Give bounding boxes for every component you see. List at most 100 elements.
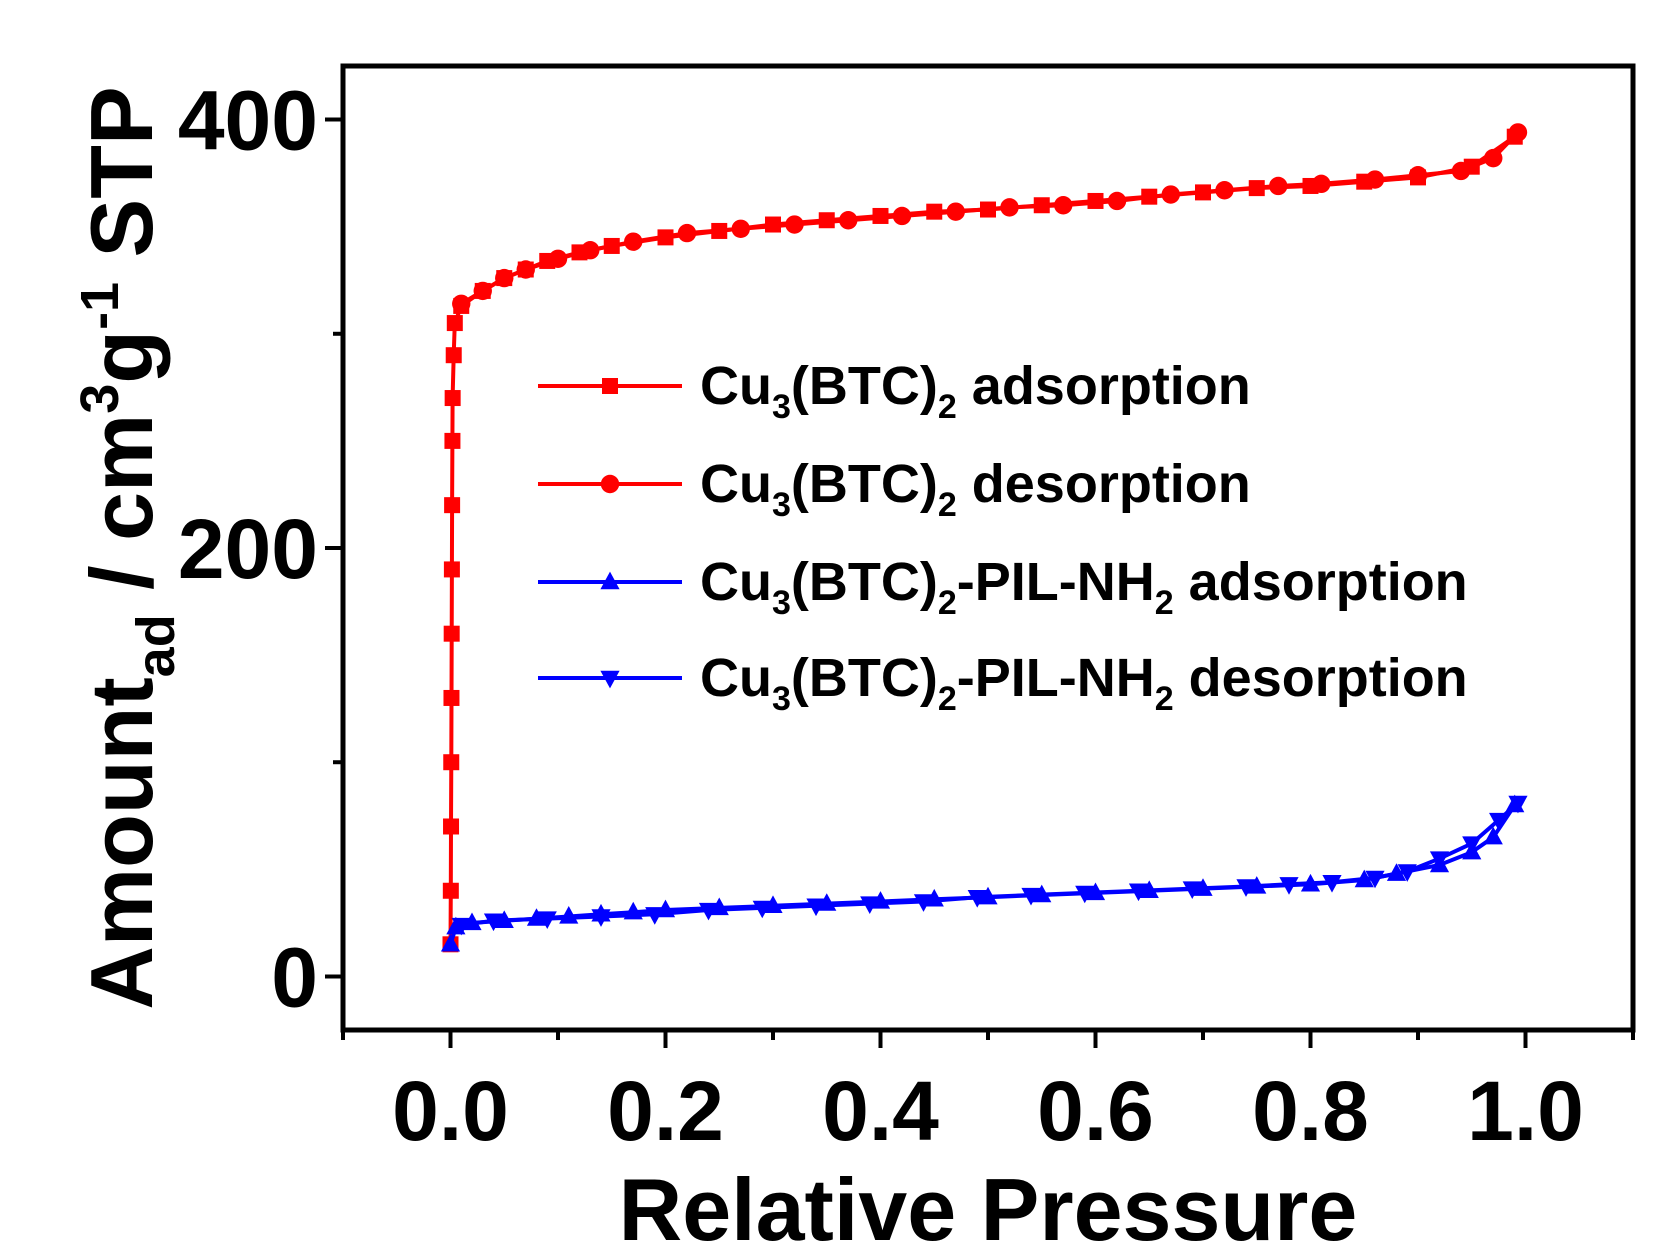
- legend-entry: Cu3(BTC)2 adsorption: [538, 356, 1251, 426]
- data-point: [443, 818, 460, 835]
- data-point: [1269, 176, 1288, 196]
- legend-label-part: 3: [772, 584, 791, 622]
- data-point: [1279, 877, 1299, 895]
- series-line: [461, 801, 1520, 927]
- data-point: [483, 913, 504, 932]
- legend-marker: [600, 571, 620, 590]
- data-point: [1322, 874, 1342, 893]
- data-point: [677, 223, 697, 243]
- legend-label-part: desorption: [1174, 648, 1468, 708]
- data-point: [1365, 170, 1385, 189]
- data-point: [591, 909, 611, 927]
- data-point: [1161, 185, 1180, 204]
- data-point: [1107, 191, 1127, 211]
- data-point: [1236, 879, 1256, 897]
- series-line: [460, 131, 1520, 306]
- data-point: [516, 260, 535, 279]
- y-axis-title-sup2: -1: [70, 282, 130, 330]
- data-point: [1182, 881, 1202, 900]
- data-point: [946, 202, 965, 221]
- data-point: [442, 882, 459, 899]
- legend-label-part: adsorption: [1174, 552, 1468, 612]
- data-point: [1508, 795, 1528, 814]
- legend-label-part: 2: [938, 388, 957, 426]
- data-point: [1128, 883, 1149, 902]
- data-point: [1462, 836, 1482, 855]
- data-point: [1000, 198, 1019, 217]
- y-axis-title-sup1: 3: [70, 384, 130, 414]
- legend-label: Cu3(BTC)2 adsorption: [700, 356, 1251, 426]
- x-tick-label: 1.0: [1467, 1064, 1584, 1158]
- data-point: [1429, 851, 1450, 870]
- legend-marker: [600, 670, 620, 689]
- data-point: [1215, 181, 1234, 200]
- y-axis-title-mid: g: [72, 330, 171, 384]
- legend-label-part: Cu: [700, 356, 772, 416]
- legend-label-part: 2: [1155, 680, 1174, 718]
- data-point: [446, 315, 463, 332]
- data-point: [892, 206, 912, 226]
- data-point: [548, 249, 568, 268]
- legend-label-part: (BTC): [791, 356, 938, 416]
- series-line: [448, 135, 1516, 945]
- data-point: [444, 390, 461, 407]
- data-point: [443, 625, 460, 642]
- series-2: [440, 794, 1525, 952]
- legend-label-part: -PIL-NH: [957, 648, 1155, 708]
- x-tick-label: 0.8: [1252, 1064, 1369, 1158]
- x-tick-label: 0.0: [392, 1064, 509, 1158]
- legend-entry: Cu3(BTC)2 desorption: [538, 454, 1251, 524]
- data-point: [444, 432, 461, 449]
- data-point: [1451, 161, 1471, 181]
- data-point: [443, 754, 460, 771]
- x-axis-title: Relative Pressure: [619, 1160, 1358, 1258]
- series-1: [452, 123, 1528, 313]
- data-point: [451, 917, 471, 936]
- data-point: [526, 908, 547, 926]
- data-point: [1489, 812, 1509, 831]
- legend-label: Cu3(BTC)2-PIL-NH2 adsorption: [700, 552, 1468, 622]
- data-point: [785, 215, 804, 234]
- data-point: [1021, 887, 1041, 906]
- legend-marker: [600, 474, 620, 494]
- x-tick-label: 0.6: [1037, 1064, 1154, 1158]
- data-point: [1312, 174, 1331, 194]
- legend-label-part: 2: [938, 680, 957, 718]
- y-axis-title-tail: STP: [72, 86, 171, 282]
- data-point: [1075, 885, 1095, 904]
- data-point: [443, 561, 460, 578]
- y-axis-title-main: Amount: [72, 677, 171, 1009]
- data-point: [967, 889, 987, 908]
- y-axis-title-sub: ad: [126, 614, 186, 677]
- y-tick-label: 0: [271, 930, 318, 1024]
- legend-label-part: 2: [938, 584, 957, 622]
- y-axis-ticks: 0 200 400: [178, 74, 343, 1024]
- data-point: [495, 268, 514, 288]
- data-point: [581, 241, 600, 260]
- data-point: [1397, 864, 1417, 882]
- data-point: [1483, 826, 1503, 845]
- legend-label-part: Cu: [700, 454, 772, 514]
- series-line: [448, 803, 1517, 945]
- x-tick-label: 0.2: [607, 1064, 724, 1158]
- data-point: [473, 281, 492, 301]
- legend-label-part: desorption: [957, 454, 1251, 514]
- data-point: [537, 911, 557, 930]
- data-point: [624, 232, 643, 251]
- legend-label-part: (BTC): [791, 454, 938, 514]
- series-layer: [440, 123, 1528, 953]
- x-axis-ticks: 0.0 0.2 0.4 0.6 0.8 1.0: [341, 1030, 1635, 1158]
- data-point: [452, 294, 471, 313]
- legend-entry: Cu3(BTC)2-PIL-NH2 adsorption: [538, 552, 1468, 622]
- legend-marker: [602, 378, 618, 394]
- data-point: [1365, 870, 1385, 889]
- data-point: [1508, 123, 1528, 142]
- legend-label-part: 3: [772, 388, 791, 426]
- data-point: [860, 896, 880, 915]
- data-point: [913, 894, 934, 912]
- legend-label-part: Cu: [700, 648, 772, 708]
- legend-label-part: 2: [938, 486, 957, 524]
- legend-label-part: Cu: [700, 552, 772, 612]
- data-point: [1484, 148, 1503, 168]
